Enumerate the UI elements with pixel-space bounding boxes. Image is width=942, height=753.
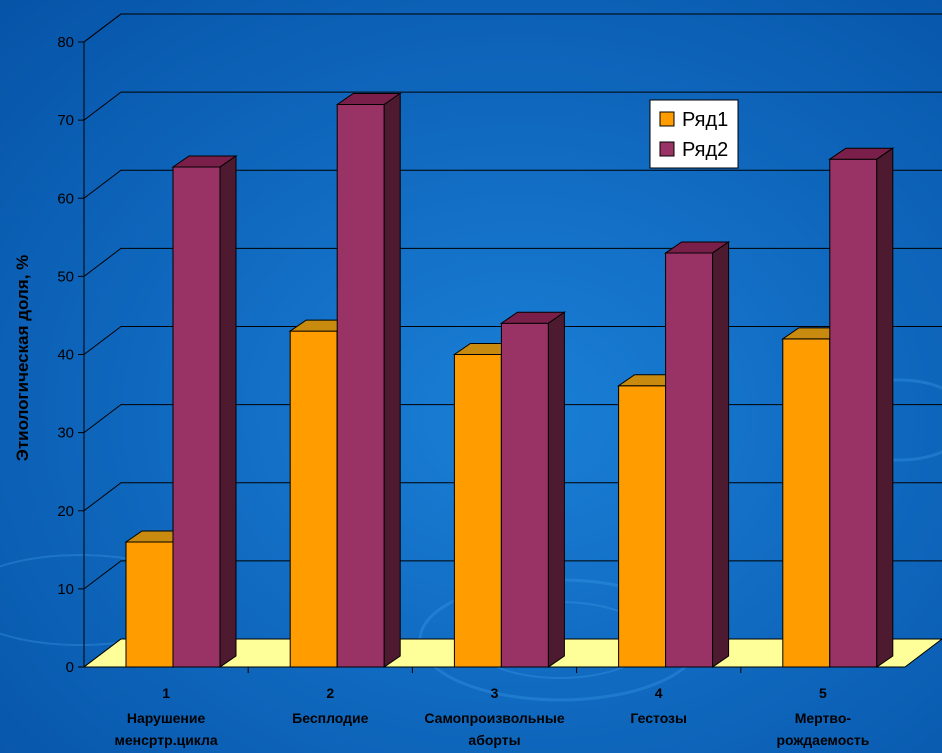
bar-front bbox=[125, 541, 174, 668]
x-tick-label-line1: Нарушение bbox=[127, 710, 206, 726]
bar-front bbox=[453, 354, 502, 668]
bar-side bbox=[219, 155, 237, 668]
legend-box bbox=[649, 99, 739, 169]
y-tick-label: 40 bbox=[57, 347, 74, 364]
x-tick-label-line1: Бесплодие bbox=[292, 710, 368, 726]
y-tick-label: 20 bbox=[57, 503, 74, 520]
bar-front bbox=[782, 338, 831, 668]
bar-Ряд2-2 bbox=[335, 92, 402, 668]
legend-label: Ряд2 bbox=[682, 139, 728, 161]
x-tick-label-line1: Самопроизвольные bbox=[424, 710, 564, 726]
x-tick-number: 1 bbox=[162, 685, 170, 701]
y-tick-label: 30 bbox=[57, 425, 74, 442]
bar-side bbox=[712, 240, 730, 668]
bar-Ряд2-4 bbox=[663, 240, 731, 668]
gridline bbox=[83, 169, 942, 199]
y-tick-labels: 0 10 20 30 40 50 60 70 80 bbox=[57, 34, 74, 676]
bar-side bbox=[876, 147, 894, 668]
bar-front bbox=[336, 104, 385, 668]
gridline bbox=[83, 91, 942, 121]
y-tick-label: 50 bbox=[57, 268, 74, 285]
x-tick-label-line2: аборты bbox=[468, 732, 520, 748]
bar-Ряд2-3 bbox=[499, 311, 567, 668]
legend: Ряд1 Ряд2 bbox=[649, 99, 739, 169]
x-tick-number: 4 bbox=[655, 685, 663, 701]
bar-front bbox=[829, 158, 878, 668]
bar-front bbox=[665, 252, 714, 668]
y-tick-label: 70 bbox=[57, 112, 74, 129]
legend-swatch bbox=[659, 111, 675, 127]
bar-side bbox=[547, 311, 565, 668]
legend-swatch bbox=[659, 141, 675, 157]
bar-Ряд2-1 bbox=[171, 155, 238, 668]
x-tick-number: 3 bbox=[491, 685, 499, 701]
bar-front bbox=[289, 330, 338, 668]
bar-front bbox=[618, 385, 667, 668]
bar-front bbox=[500, 322, 549, 668]
bar-front bbox=[172, 166, 221, 668]
x-tick-number: 5 bbox=[819, 685, 827, 701]
legend-label: Ряд1 bbox=[682, 109, 728, 131]
bar-side bbox=[383, 92, 401, 668]
x-tick-number: 2 bbox=[326, 685, 334, 701]
bar-Ряд2-5 bbox=[828, 147, 895, 668]
y-tick-label: 60 bbox=[57, 190, 74, 207]
x-tick-label-line1: Гестозы bbox=[630, 710, 687, 726]
y-tick-label: 10 bbox=[57, 581, 74, 598]
x-tick-label-line1: Мертво- bbox=[795, 710, 852, 726]
x-tick-label-line2: менсртр.цикла bbox=[115, 732, 218, 748]
x-tick-label-line2: рождаемость bbox=[776, 732, 869, 748]
gridline bbox=[83, 13, 942, 43]
y-axis-label: Этиологическая доля, % bbox=[13, 255, 32, 462]
gridline bbox=[83, 247, 942, 277]
y-tick-label: 80 bbox=[57, 34, 74, 51]
x-tick-labels: 1 Нарушение менсртр.цикла 2 Бесплодие 3 Самопр… bbox=[115, 685, 870, 748]
bars bbox=[124, 92, 895, 668]
y-tick-label: 0 bbox=[66, 659, 74, 676]
